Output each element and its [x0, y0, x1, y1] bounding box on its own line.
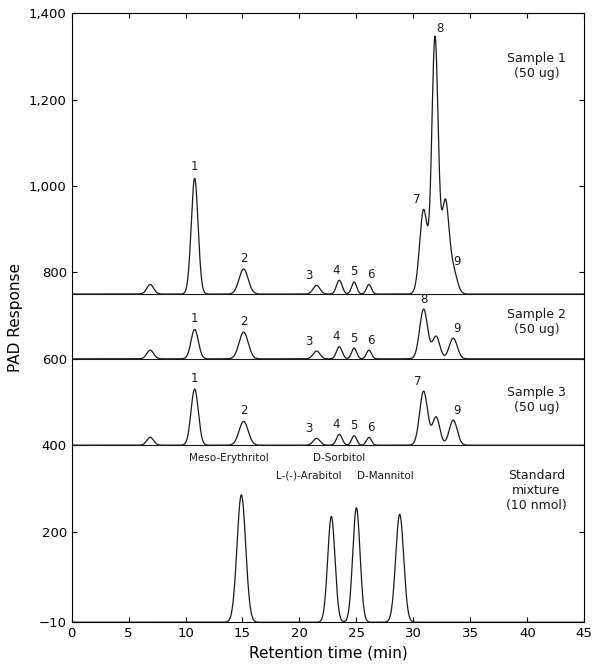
Y-axis label: PAD Response: PAD Response — [8, 264, 23, 372]
Text: 1: 1 — [191, 312, 198, 325]
Text: 4: 4 — [332, 330, 340, 343]
Text: D-Mannitol: D-Mannitol — [356, 470, 413, 480]
Text: 6: 6 — [367, 268, 375, 281]
Text: Meso-Erythritol: Meso-Erythritol — [189, 454, 269, 464]
Text: 5: 5 — [350, 419, 358, 432]
Text: 2: 2 — [240, 252, 248, 265]
Text: L-(-)-Arabitol: L-(-)-Arabitol — [276, 470, 341, 480]
Text: Sample 3
(50 ug): Sample 3 (50 ug) — [507, 385, 566, 413]
Text: 4: 4 — [332, 264, 340, 277]
Text: 9: 9 — [453, 255, 460, 268]
Text: Sample 1
(50 ug): Sample 1 (50 ug) — [507, 52, 566, 80]
Text: 2: 2 — [240, 314, 248, 328]
Text: Standard
mixture
(10 nmol): Standard mixture (10 nmol) — [506, 469, 567, 512]
Text: 7: 7 — [413, 193, 421, 206]
Text: 4: 4 — [332, 418, 340, 431]
Text: 2: 2 — [240, 404, 248, 417]
Text: 5: 5 — [350, 332, 358, 345]
Text: 3: 3 — [305, 269, 313, 282]
Text: 6: 6 — [367, 334, 375, 347]
Text: Sample 2
(50 ug): Sample 2 (50 ug) — [507, 308, 566, 336]
Text: 8: 8 — [436, 22, 444, 35]
Text: 9: 9 — [453, 403, 460, 417]
Text: 3: 3 — [305, 334, 313, 348]
Text: 8: 8 — [420, 293, 427, 306]
Text: D-Sorbitol: D-Sorbitol — [313, 454, 365, 464]
Text: 5: 5 — [350, 266, 358, 278]
Text: 1: 1 — [191, 372, 198, 385]
Text: 1: 1 — [191, 160, 198, 173]
Text: 3: 3 — [305, 422, 313, 435]
Text: 7: 7 — [414, 375, 422, 388]
Text: 6: 6 — [367, 421, 375, 434]
X-axis label: Retention time (min): Retention time (min) — [249, 646, 407, 661]
Text: 9: 9 — [453, 322, 460, 334]
